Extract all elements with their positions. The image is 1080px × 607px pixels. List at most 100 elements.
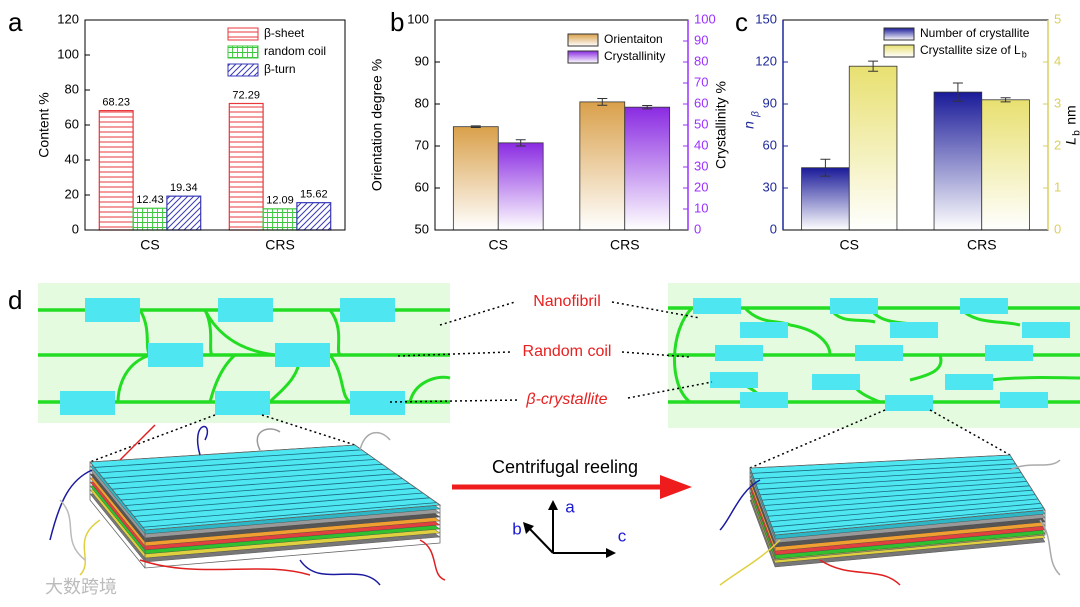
error-bar xyxy=(820,158,831,177)
x-tick-label: CS xyxy=(489,237,508,253)
y-tick-label: 30 xyxy=(763,179,777,194)
legend-label-subscript: b xyxy=(1022,49,1027,59)
beta-crystallite xyxy=(275,343,330,367)
x-tick-label: CS xyxy=(140,237,159,253)
crystal-strand xyxy=(755,467,1019,485)
y2-axis-label-subscript: b xyxy=(1072,130,1080,136)
amorphous-chain xyxy=(79,519,101,576)
axis-arrow-head xyxy=(523,522,534,534)
crystal-strand xyxy=(773,507,1044,533)
beta-crystallite xyxy=(960,298,1008,314)
y-tick-label: 60 xyxy=(763,137,777,152)
unit-cell-box xyxy=(89,462,441,569)
amorphous-chain xyxy=(719,479,761,531)
leader-line xyxy=(621,351,691,358)
y-tick-label: 80 xyxy=(415,95,429,110)
y2-tick-label: 100 xyxy=(694,11,716,26)
data-label: 12.43 xyxy=(136,194,164,206)
legend-label: Crystallinity xyxy=(604,49,665,63)
data-label: 12.09 xyxy=(266,195,294,207)
legend-label: Crystallite size of L xyxy=(920,43,1021,57)
random-coil xyxy=(203,309,276,357)
amorphous-chain xyxy=(359,431,391,451)
y-tick-label: 150 xyxy=(755,11,777,26)
legend-label: β-sheet xyxy=(264,26,305,40)
panel-letter: d xyxy=(8,285,22,315)
leader-line xyxy=(397,351,511,357)
y2-tick-label: 4 xyxy=(1054,53,1061,68)
random-coil xyxy=(328,309,342,357)
amorphous-chain xyxy=(196,425,209,456)
y2-tick-label: 60 xyxy=(694,95,708,110)
legend-swatch xyxy=(227,45,259,59)
y2-axis-label-unit: nm xyxy=(1063,105,1079,124)
random-coil xyxy=(408,375,451,403)
amorphous-chain xyxy=(256,428,281,451)
crystal-strand xyxy=(757,472,1022,490)
y-axis-label: Orientation degree % xyxy=(369,59,385,191)
y2-tick-label: 1 xyxy=(1054,179,1061,194)
beta-crystallite xyxy=(1000,392,1048,408)
crystal-strand xyxy=(771,503,1041,528)
crystal-strand xyxy=(138,497,430,523)
legend-swatch xyxy=(567,33,599,47)
crystal-strand xyxy=(759,476,1025,496)
leader-line xyxy=(389,399,521,403)
y-axis-label-group: nβ xyxy=(741,111,762,129)
beta-crystallite xyxy=(85,298,140,322)
beta-crystallite xyxy=(885,395,933,411)
crystal-strand xyxy=(769,498,1039,522)
beta-crystallite xyxy=(985,345,1033,361)
beta-crystallite xyxy=(148,343,203,367)
y-tick-label: 100 xyxy=(57,46,79,61)
error-bar xyxy=(597,98,608,106)
beta-crystallite xyxy=(945,374,993,390)
y2-tick-label: 70 xyxy=(694,74,708,89)
bar xyxy=(801,167,850,231)
beta-crystallite xyxy=(340,298,395,322)
y2-axis-label-group: Lb nm xyxy=(1063,105,1080,145)
crystal-strand xyxy=(125,483,410,506)
leader-line xyxy=(439,301,516,326)
watermark: 大数跨境 xyxy=(45,577,117,597)
crystal-strand xyxy=(120,478,403,501)
y-axis-label-group: Orientation degree % xyxy=(369,59,385,191)
y2-tick-label: 2 xyxy=(1054,137,1061,152)
random-coil xyxy=(208,353,237,403)
y-tick-label: 0 xyxy=(72,221,79,236)
crystal-strand xyxy=(116,473,396,496)
error-bar xyxy=(868,60,879,72)
data-label: 19.34 xyxy=(170,182,198,194)
leader-line xyxy=(261,414,356,446)
beta-crystallite xyxy=(830,298,878,314)
beta-crystallite xyxy=(60,391,115,415)
amorphous-chain xyxy=(819,559,901,586)
y2-tick-label: 30 xyxy=(694,158,708,173)
legend-label: Number of crystallite xyxy=(920,26,1030,40)
structure-label: β-crystallite xyxy=(525,391,607,408)
amorphous-chain xyxy=(1039,519,1061,576)
leader-line xyxy=(89,414,216,463)
axis-arrow-head xyxy=(606,548,616,558)
beta-crystallite xyxy=(693,298,741,314)
data-label: 15.62 xyxy=(300,189,328,201)
bar xyxy=(933,91,983,231)
crystal-strand xyxy=(142,502,437,528)
legend-label: β-turn xyxy=(264,62,296,76)
bar xyxy=(497,142,544,231)
y-axis-label: Content % xyxy=(36,92,52,157)
y-tick-label: 20 xyxy=(65,186,79,201)
beta-crystallite xyxy=(710,372,758,388)
y-tick-label: 70 xyxy=(415,137,429,152)
crystal-strand xyxy=(111,468,390,490)
x-tick-label: CRS xyxy=(610,237,640,253)
y-tick-label: 120 xyxy=(755,53,777,68)
bar xyxy=(848,65,898,231)
error-bar xyxy=(642,104,653,110)
y-tick-label: 100 xyxy=(407,11,429,26)
panel-letter: b xyxy=(390,7,404,37)
panel-letter: a xyxy=(8,7,23,37)
y2-tick-label: 0 xyxy=(694,221,701,236)
reeling-arrow-head xyxy=(660,475,692,499)
axis-arrow xyxy=(527,526,554,554)
